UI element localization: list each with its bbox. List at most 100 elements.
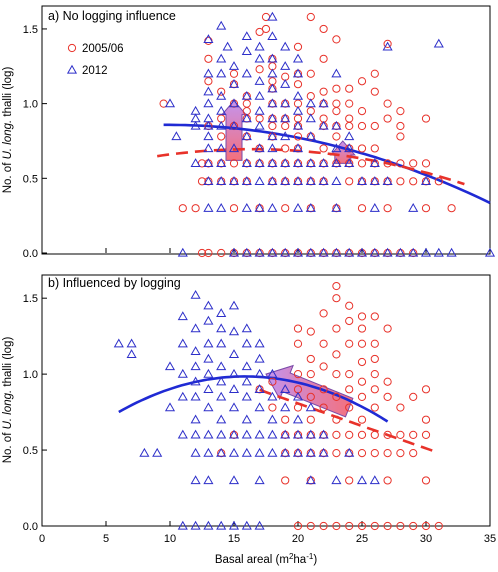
point-2012	[382, 41, 393, 51]
point-2005-06	[447, 204, 456, 213]
point-2012	[203, 68, 214, 78]
point-2005-06	[370, 521, 379, 531]
point-2012	[267, 113, 278, 123]
y-label-part: U. long.	[2, 120, 14, 160]
point-2005-06	[421, 476, 431, 485]
point-2005-06	[345, 403, 354, 412]
point-2012	[190, 120, 201, 130]
point-2012	[292, 120, 304, 130]
point-2005-06	[332, 281, 341, 291]
point-2005-06	[370, 385, 379, 394]
point-2012	[292, 90, 304, 100]
point-2005-06	[293, 42, 303, 51]
point-2012	[171, 131, 182, 141]
point-2012	[254, 247, 265, 257]
point-2005-06	[319, 144, 328, 153]
point-2005-06	[383, 430, 392, 439]
point-2012	[280, 158, 291, 168]
y-tick-label: 1.0	[23, 99, 38, 111]
point-2005-06	[293, 370, 303, 379]
point-2012	[164, 361, 176, 371]
point-2005-06	[383, 476, 392, 485]
point-2012	[292, 391, 304, 401]
point-2012	[241, 202, 252, 212]
point-2012	[331, 475, 342, 485]
point-2012	[433, 247, 444, 257]
point-2012	[190, 429, 201, 439]
point-2005-06	[357, 312, 367, 321]
point-2012	[267, 368, 278, 378]
point-2012	[408, 202, 419, 212]
point-2012	[331, 202, 342, 212]
data-points	[113, 281, 443, 531]
point-2012	[292, 202, 304, 212]
point-2012	[228, 300, 240, 310]
point-2012	[267, 202, 278, 212]
point-2005-06	[421, 385, 431, 394]
x-label-part: )	[313, 554, 317, 566]
point-2005-06	[357, 77, 367, 86]
point-2005-06	[383, 159, 392, 168]
point-2005-06	[319, 403, 328, 412]
point-2012	[177, 311, 188, 321]
point-2012	[190, 323, 201, 333]
point-2012	[203, 402, 214, 412]
point-2005-06	[357, 430, 367, 439]
point-2005-06	[332, 99, 341, 108]
point-2012	[267, 98, 278, 108]
point-2005-06	[332, 350, 341, 359]
point-2005-06	[306, 370, 315, 379]
point-2012	[433, 38, 444, 48]
point-2012	[228, 61, 240, 70]
point-2005-06	[409, 521, 418, 531]
point-2005-06	[293, 521, 303, 531]
point-2005-06	[345, 430, 354, 439]
point-2005-06	[345, 84, 354, 93]
point-2012	[216, 202, 227, 212]
point-2005-06	[383, 377, 392, 386]
point-2005-06	[268, 377, 277, 386]
y-label-part: No. of	[2, 159, 14, 193]
point-2012	[126, 338, 137, 348]
shift-arrows	[220, 99, 356, 164]
point-2005-06	[345, 385, 354, 394]
point-2012	[203, 113, 214, 123]
point-2005-06	[396, 403, 405, 412]
point-2005-06	[345, 114, 354, 123]
point-2012	[280, 176, 291, 185]
y-tick-label: 1.5	[23, 293, 38, 305]
point-2012	[241, 447, 252, 457]
point-2012	[228, 475, 240, 485]
point-2012	[292, 447, 304, 457]
point-2012	[331, 247, 342, 257]
point-2012	[203, 315, 214, 325]
point-2012	[177, 368, 188, 378]
point-2005-06	[306, 521, 315, 531]
point-2012	[420, 176, 432, 185]
point-2012	[216, 376, 227, 386]
point-2005-06	[319, 24, 328, 34]
point-2012	[228, 520, 240, 530]
point-2012	[241, 520, 252, 530]
point-2005-06	[409, 430, 418, 439]
x-tick-label: 5	[103, 533, 109, 545]
point-2005-06	[197, 248, 207, 258]
point-2012	[305, 98, 316, 108]
point-2012	[241, 31, 252, 41]
point-2005-06	[191, 204, 200, 213]
y-tick-label: 1.5	[23, 24, 38, 36]
point-2012	[190, 361, 201, 371]
point-2005-06	[268, 403, 277, 412]
point-2012	[139, 447, 150, 457]
point-2012	[241, 323, 252, 333]
point-2005-06	[306, 12, 315, 22]
point-2012	[331, 143, 342, 153]
x-label-part: 2	[289, 552, 294, 561]
point-2012	[228, 349, 240, 359]
point-2012	[318, 98, 329, 108]
point-2005-06	[332, 132, 341, 141]
point-2005-06	[357, 377, 367, 386]
point-2012	[369, 176, 380, 185]
point-2005-06	[306, 327, 315, 336]
point-2012	[254, 41, 265, 51]
